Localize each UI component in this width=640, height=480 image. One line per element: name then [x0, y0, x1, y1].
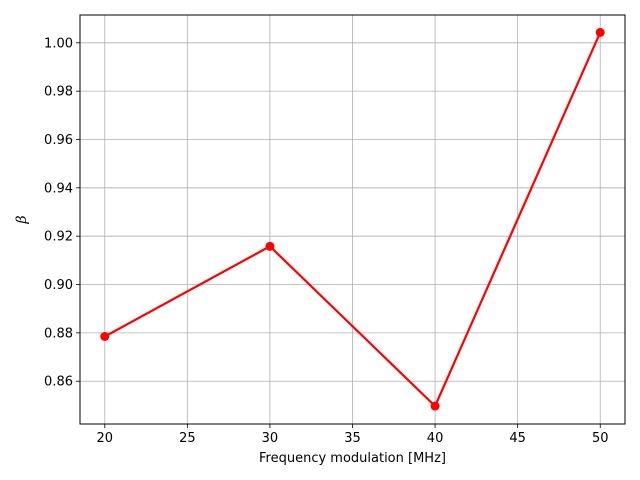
y-tick-label: 0.88 [44, 326, 73, 341]
y-tick-label: 1.00 [44, 36, 73, 51]
x-axis-label: Frequency modulation [MHz] [259, 451, 446, 466]
y-tick-label: 0.90 [44, 278, 73, 293]
y-axis-label: β [14, 215, 30, 224]
data-point [595, 27, 605, 37]
y-tick-label: 0.96 [44, 133, 73, 148]
x-tick-label: 40 [427, 431, 444, 446]
data-point [430, 401, 440, 411]
y-tick-label: 0.86 [44, 375, 73, 390]
y-tick-label: 0.98 [44, 85, 73, 100]
x-tick-label: 45 [509, 431, 526, 446]
x-tick-label: 50 [592, 431, 609, 446]
series-line [104, 31, 602, 408]
data-point [265, 241, 275, 251]
series-layer [100, 27, 605, 411]
y-tick-label: 0.94 [44, 181, 73, 196]
ticks: 20 25 30 35 40 45 50 0.86 0.88 0.90 0.92 0.94 0.96 0.… [44, 36, 608, 446]
x-tick-label: 20 [96, 431, 113, 446]
x-tick-label: 35 [344, 431, 361, 446]
x-tick-label: 30 [262, 431, 279, 446]
grid [80, 15, 625, 424]
x-tick-label: 25 [179, 431, 196, 446]
y-tick-label: 0.92 [44, 230, 73, 245]
data-point [100, 331, 110, 341]
